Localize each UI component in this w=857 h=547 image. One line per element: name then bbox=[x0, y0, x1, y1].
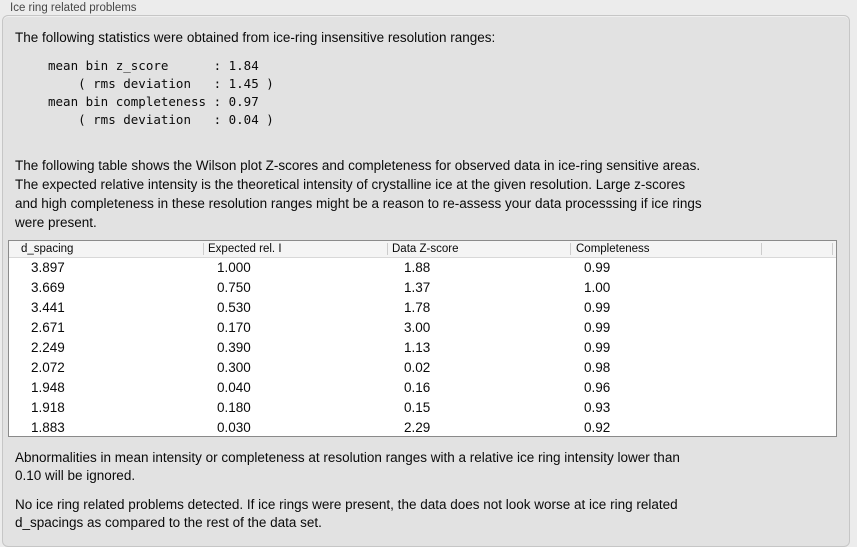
table-cell: 0.300 bbox=[217, 360, 251, 375]
text-line: ( rms deviation : 0.04 ) bbox=[48, 112, 274, 127]
ice-ring-table: d_spacing Expected rel. I Data Z-score Comp… bbox=[8, 240, 837, 437]
text-line: were present. bbox=[15, 215, 97, 230]
table-cell: 1.000 bbox=[217, 260, 251, 275]
table-cell: 0.99 bbox=[584, 320, 611, 335]
table-cell: 2.072 bbox=[31, 360, 65, 375]
table-row[interactable]: 2.072 0.300 0.02 0.98 bbox=[9, 358, 836, 378]
header-divider bbox=[761, 243, 762, 255]
table-cell: 1.13 bbox=[404, 340, 431, 355]
table-cell: 0.030 bbox=[217, 420, 251, 435]
text-line: and high completeness in these resolutio… bbox=[15, 196, 702, 211]
table-header: d_spacing Expected rel. I Data Z-score Comp… bbox=[9, 241, 836, 258]
table-body: 3.897 1.000 1.88 0.99 3.669 0.750 1.37 1.00 3.44… bbox=[9, 258, 836, 438]
table-cell: 1.37 bbox=[404, 280, 431, 295]
header-divider bbox=[832, 243, 833, 255]
table-cell: 1.883 bbox=[31, 420, 65, 435]
table-row[interactable]: 3.441 0.530 1.78 0.99 bbox=[9, 298, 836, 318]
table-cell: 0.040 bbox=[217, 380, 251, 395]
table-cell: 0.750 bbox=[217, 280, 251, 295]
table-cell: 1.948 bbox=[31, 380, 65, 395]
table-cell: 0.15 bbox=[404, 400, 431, 415]
header-cell[interactable]: Expected rel. I bbox=[208, 243, 282, 255]
table-cell: 0.390 bbox=[217, 340, 251, 355]
panel-title: Ice ring related problems bbox=[10, 2, 137, 14]
text-line: 0.10 will be ignored. bbox=[15, 468, 136, 483]
table-row[interactable]: 3.897 1.000 1.88 0.99 bbox=[9, 258, 836, 278]
table-cell: 3.669 bbox=[31, 280, 65, 295]
table-cell: 0.16 bbox=[404, 380, 431, 395]
header-endcap bbox=[833, 241, 836, 257]
description-text: The following table shows the Wilson plo… bbox=[15, 156, 702, 232]
intro-text: The following statistics were obtained f… bbox=[15, 30, 496, 45]
table-cell: 2.249 bbox=[31, 340, 65, 355]
table-cell: 0.170 bbox=[217, 320, 251, 335]
table-cell: 0.530 bbox=[217, 300, 251, 315]
table-cell: 0.99 bbox=[584, 260, 611, 275]
text-line: d_spacings as compared to the rest of th… bbox=[15, 515, 322, 530]
table-cell: 2.671 bbox=[31, 320, 65, 335]
text-line: mean bin z_score : 1.84 bbox=[48, 58, 259, 73]
header-divider bbox=[387, 243, 388, 255]
table-cell: 3.00 bbox=[404, 320, 431, 335]
header-cell[interactable]: d_spacing bbox=[21, 243, 74, 255]
table-cell: 2.29 bbox=[404, 420, 431, 435]
table-cell: 0.02 bbox=[404, 360, 431, 375]
table-cell: 3.897 bbox=[31, 260, 65, 275]
table-cell: 0.99 bbox=[584, 340, 611, 355]
text-line: mean bin completeness : 0.97 bbox=[48, 94, 259, 109]
header-divider bbox=[203, 243, 204, 255]
table-cell: 1.918 bbox=[31, 400, 65, 415]
table-row[interactable]: 2.671 0.170 3.00 0.99 bbox=[9, 318, 836, 338]
text-line: Abnormalities in mean intensity or compl… bbox=[15, 450, 680, 465]
ignore-note: Abnormalities in mean intensity or compl… bbox=[15, 449, 680, 485]
header-cell[interactable]: Completeness bbox=[576, 243, 650, 255]
table-row[interactable]: 3.669 0.750 1.37 1.00 bbox=[9, 278, 836, 298]
header-cell[interactable]: Data Z-score bbox=[392, 243, 459, 255]
table-cell: 0.93 bbox=[584, 400, 611, 415]
table-cell: 0.92 bbox=[584, 420, 611, 435]
header-divider bbox=[570, 243, 571, 255]
conclusion-note: No ice ring related problems detected. I… bbox=[15, 496, 678, 532]
table-cell: 3.441 bbox=[31, 300, 65, 315]
header-filler bbox=[762, 241, 832, 257]
stats-block: mean bin z_score : 1.84 ( rms deviation … bbox=[48, 57, 274, 129]
text-line: The expected relative intensity is the t… bbox=[15, 177, 686, 192]
table-cell: 0.96 bbox=[584, 380, 611, 395]
table-row[interactable]: 1.883 0.030 2.29 0.92 bbox=[9, 418, 836, 438]
table-cell: 0.98 bbox=[584, 360, 611, 375]
table-cell: 0.99 bbox=[584, 300, 611, 315]
table-cell: 1.88 bbox=[404, 260, 431, 275]
text-line: No ice ring related problems detected. I… bbox=[15, 497, 678, 512]
table-row[interactable]: 1.948 0.040 0.16 0.96 bbox=[9, 378, 836, 398]
text-line: ( rms deviation : 1.45 ) bbox=[48, 76, 274, 91]
table-cell: 0.180 bbox=[217, 400, 251, 415]
table-cell: 1.78 bbox=[404, 300, 431, 315]
table-row[interactable]: 1.918 0.180 0.15 0.93 bbox=[9, 398, 836, 418]
table-cell: 1.00 bbox=[584, 280, 611, 295]
table-row[interactable]: 2.249 0.390 1.13 0.99 bbox=[9, 338, 836, 358]
text-line: The following table shows the Wilson plo… bbox=[15, 158, 701, 173]
